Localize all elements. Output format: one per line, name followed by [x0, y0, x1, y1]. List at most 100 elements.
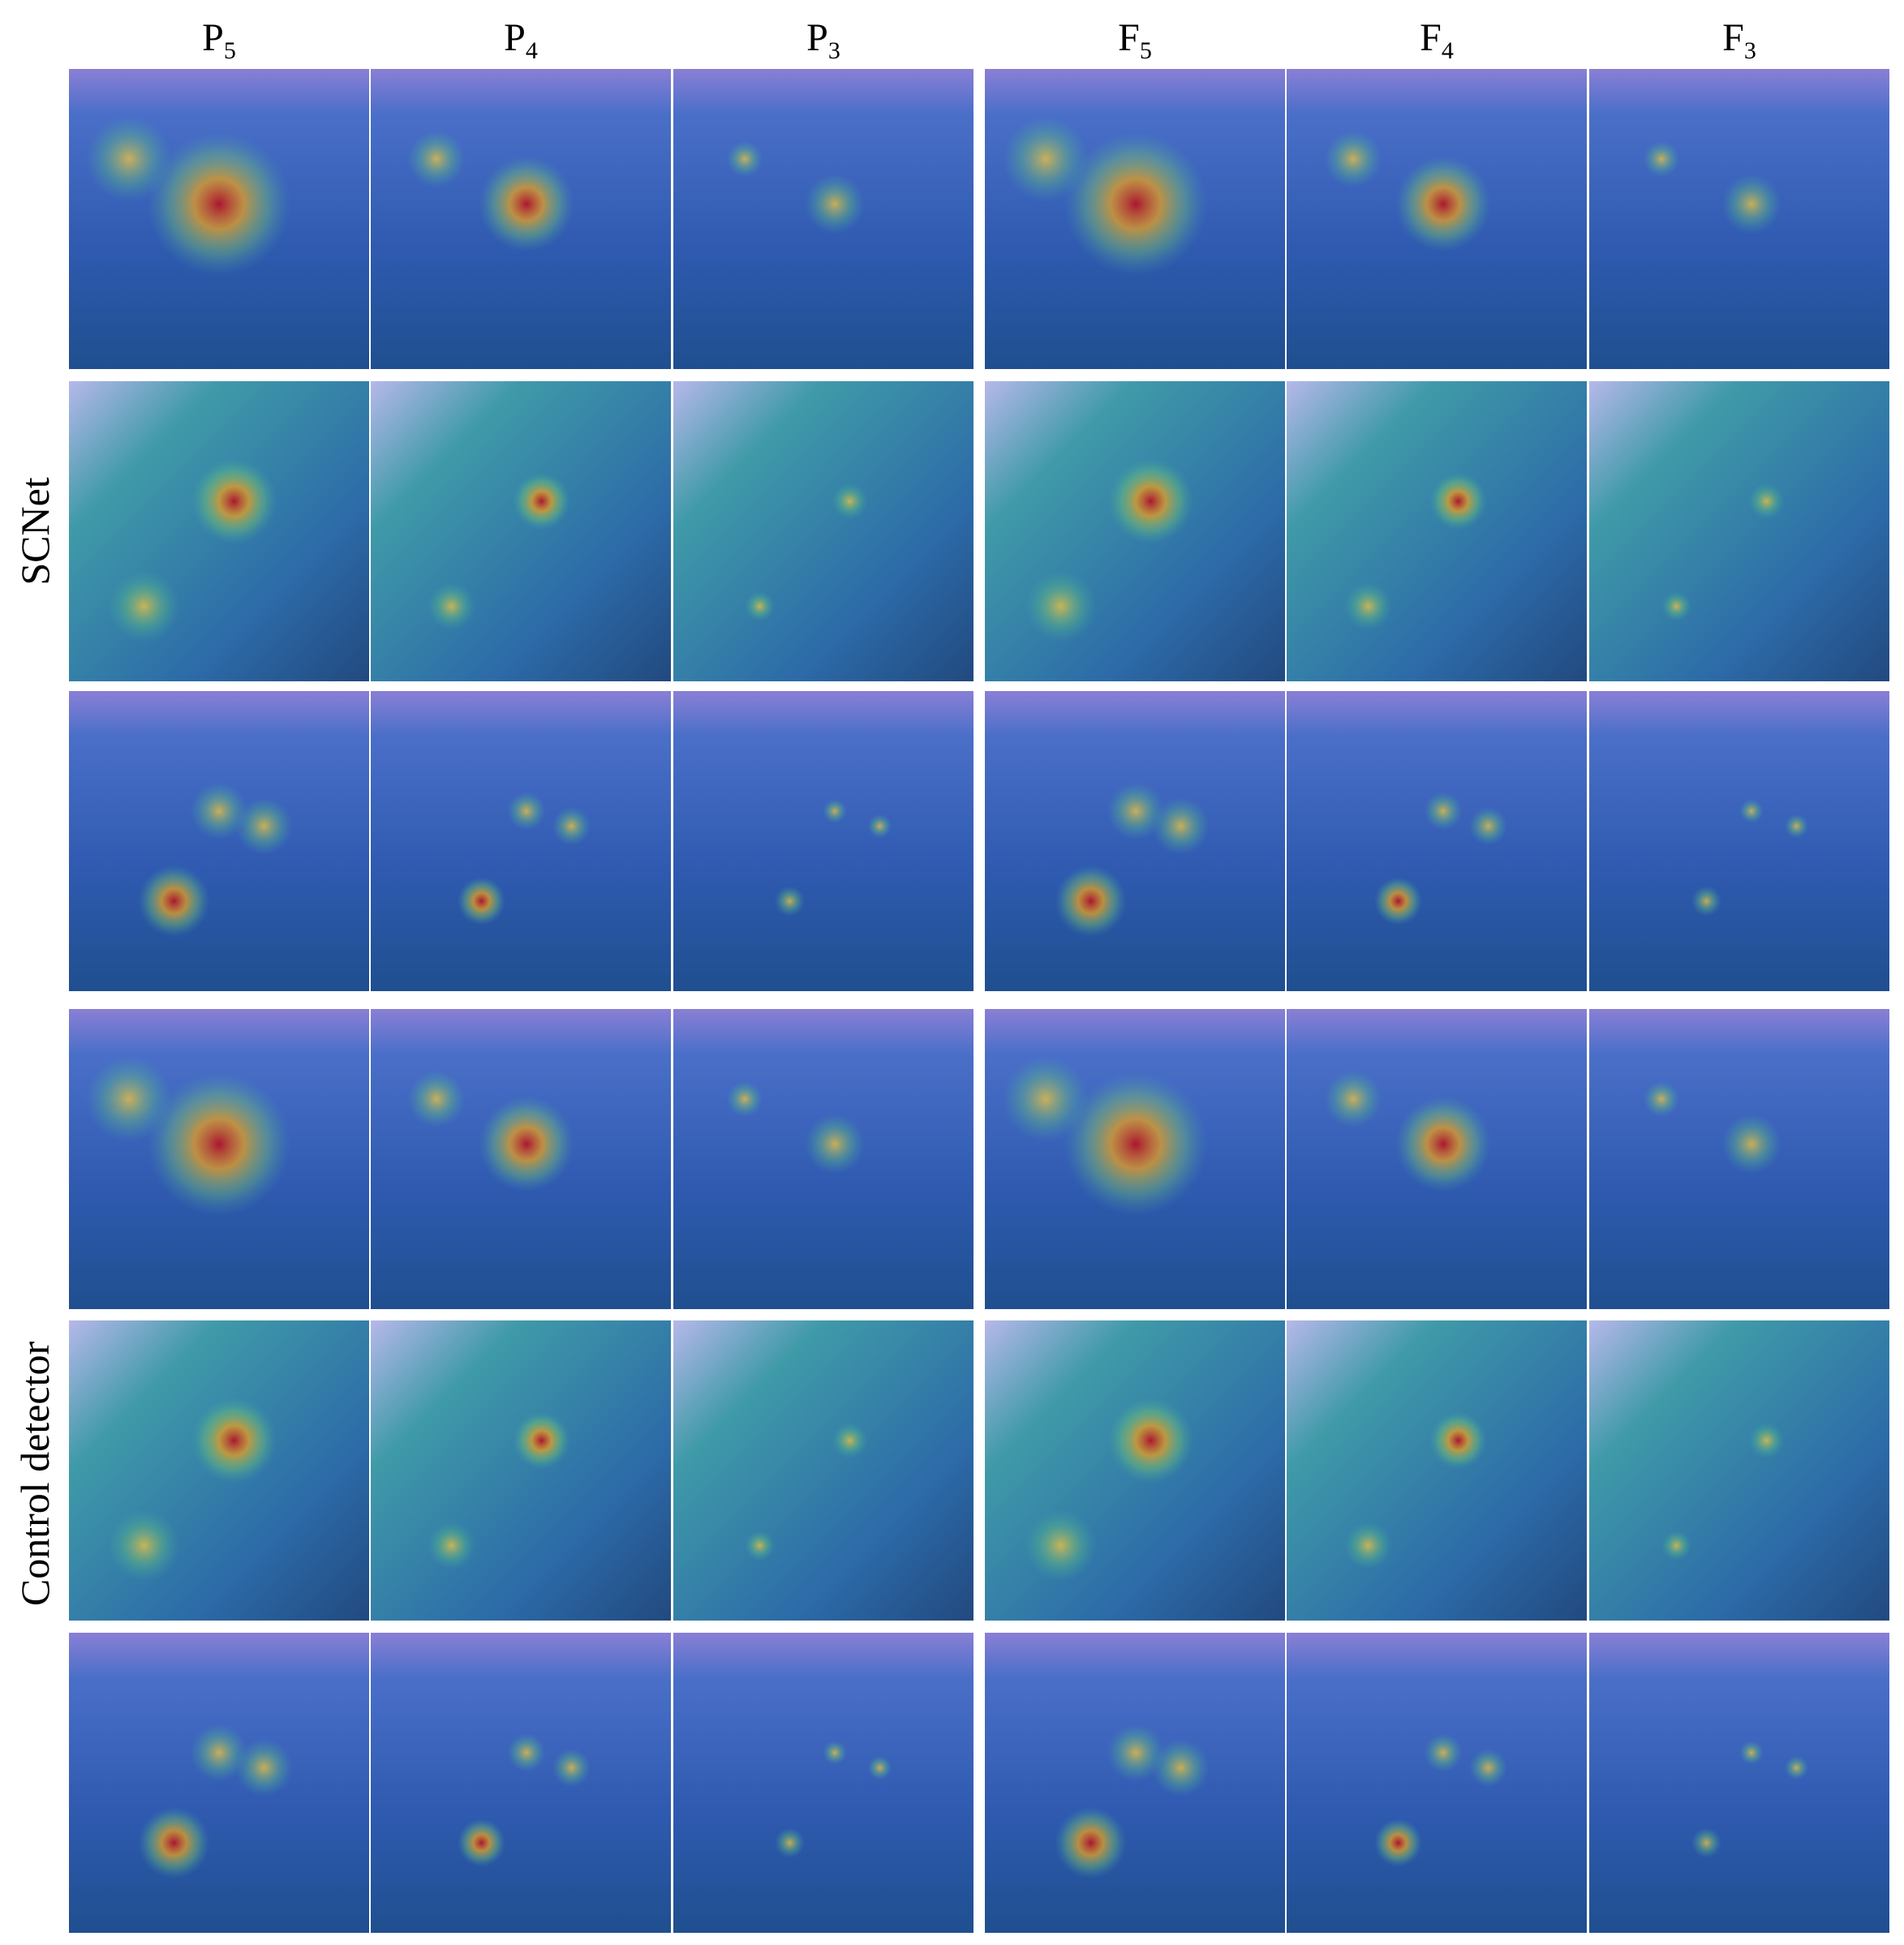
- heatmap-cell: [69, 1320, 369, 1621]
- heatmap-blob: [234, 796, 294, 856]
- header-subscript: 3: [1744, 37, 1756, 64]
- heatmap-blob: [1324, 1070, 1382, 1128]
- heatmap-blob: [1424, 792, 1463, 831]
- heatmap-image: [673, 381, 973, 681]
- heatmap-cell: [673, 1320, 973, 1621]
- heatmap-cell: [673, 691, 973, 991]
- heatmap-image: [69, 1633, 369, 1933]
- heatmap-blob: [1107, 457, 1194, 545]
- heatmap-image: [673, 1633, 973, 1933]
- heatmap-cell: [985, 1320, 1285, 1621]
- heatmap-cell: [1287, 1009, 1587, 1309]
- heatmap-blob: [147, 131, 291, 277]
- heatmap-blob: [1691, 886, 1721, 917]
- heatmap-blob: [1468, 806, 1508, 846]
- column-header: P5: [202, 16, 236, 64]
- heatmap-blob: [407, 1070, 466, 1128]
- heatmap-blob: [1424, 1733, 1463, 1772]
- heatmap-image: [673, 1320, 973, 1621]
- heatmap-blob: [823, 1741, 847, 1765]
- heatmap-cell: [1287, 1320, 1587, 1621]
- heatmap-blob: [775, 886, 805, 917]
- heatmap-image: [1589, 1320, 1889, 1621]
- heatmap-blob: [1025, 570, 1097, 642]
- heatmap-cell: [371, 1009, 671, 1309]
- heatmap-image: [1589, 1633, 1889, 1933]
- heatmap-blob: [191, 1397, 277, 1484]
- heatmap-cell: [673, 69, 973, 369]
- heatmap-blob: [726, 1080, 763, 1118]
- heatmap-blob: [190, 1724, 248, 1782]
- heatmap-blob: [1643, 1080, 1680, 1118]
- heatmap-cell: [371, 381, 671, 681]
- heatmap-blob: [1748, 1422, 1785, 1459]
- heatmap-image: [371, 691, 671, 991]
- heatmap-blob: [1064, 131, 1208, 277]
- heatmap-blob: [1055, 865, 1127, 938]
- heatmap-blob: [478, 1096, 575, 1192]
- heatmap-blob: [1748, 483, 1785, 520]
- heatmap-blob: [234, 1738, 294, 1797]
- heatmap-blob: [85, 115, 173, 203]
- heatmap-blob: [1643, 140, 1680, 178]
- heatmap-blob: [552, 806, 591, 846]
- header-letter: P: [806, 16, 828, 59]
- heatmap-blob: [1064, 1071, 1208, 1217]
- heatmap-blob: [805, 1114, 865, 1174]
- heatmap-blob: [1025, 1509, 1097, 1582]
- heatmap-blob: [407, 130, 466, 188]
- header-letter: F: [1118, 16, 1140, 59]
- row-group-label: SCNet: [12, 477, 58, 585]
- heatmap-blob: [1661, 1531, 1691, 1561]
- row-group-label: Control detector: [12, 1342, 58, 1607]
- heatmap-blob: [1002, 1055, 1090, 1143]
- column-header: F3: [1722, 16, 1756, 64]
- heatmap-blob: [1395, 156, 1492, 252]
- heatmap-blob: [1739, 799, 1764, 823]
- heatmap-blob: [745, 591, 775, 621]
- heatmap-blob: [1151, 796, 1210, 856]
- heatmap-blob: [1107, 1724, 1165, 1782]
- heatmap-blob: [507, 792, 546, 831]
- heatmap-blob: [1784, 814, 1809, 839]
- heatmap-cell: [371, 691, 671, 991]
- header-subscript: 3: [828, 37, 840, 64]
- heatmap-blob: [1373, 1818, 1423, 1867]
- heatmap-blob: [1721, 1114, 1782, 1174]
- heatmap-cell: [371, 1320, 671, 1621]
- heatmap-blob: [1691, 1827, 1721, 1858]
- heatmap-image: [1287, 691, 1587, 991]
- heatmap-blob: [512, 1411, 571, 1470]
- heatmap-blob: [478, 156, 575, 252]
- column-header: P3: [806, 16, 840, 64]
- header-letter: P: [504, 16, 526, 59]
- heatmap-blob: [832, 483, 868, 520]
- heatmap-blob: [1784, 1755, 1809, 1780]
- heatmap-blob: [1661, 591, 1691, 621]
- heatmap-image: [371, 1320, 671, 1621]
- heatmap-blob: [1343, 582, 1393, 631]
- heatmap-blob: [85, 1055, 173, 1143]
- heatmap-cell: [985, 1009, 1285, 1309]
- heatmap-image: [985, 1633, 1285, 1933]
- heatmap-cell: [985, 69, 1285, 369]
- heatmap-blob: [552, 1748, 591, 1788]
- heatmap-cell: [673, 1633, 973, 1933]
- heatmap-blob: [805, 174, 865, 234]
- heatmap-cell: [985, 381, 1285, 681]
- heatmap-image: [1287, 381, 1587, 681]
- heatmap-blob: [1373, 877, 1423, 925]
- heatmap-cell: [1287, 1633, 1587, 1933]
- heatmap-blob: [1002, 115, 1090, 203]
- heatmap-blob: [1429, 472, 1488, 530]
- heatmap-blob: [1324, 130, 1382, 188]
- header-subscript: 5: [224, 37, 236, 64]
- heatmap-blob: [138, 1806, 210, 1879]
- heatmap-image: [69, 691, 369, 991]
- heatmap-blob: [745, 1531, 775, 1561]
- heatmap-blob: [1468, 1748, 1508, 1788]
- heatmap-cell: [1589, 1009, 1889, 1309]
- heatmap-blob: [190, 782, 248, 840]
- header-letter: F: [1722, 16, 1744, 59]
